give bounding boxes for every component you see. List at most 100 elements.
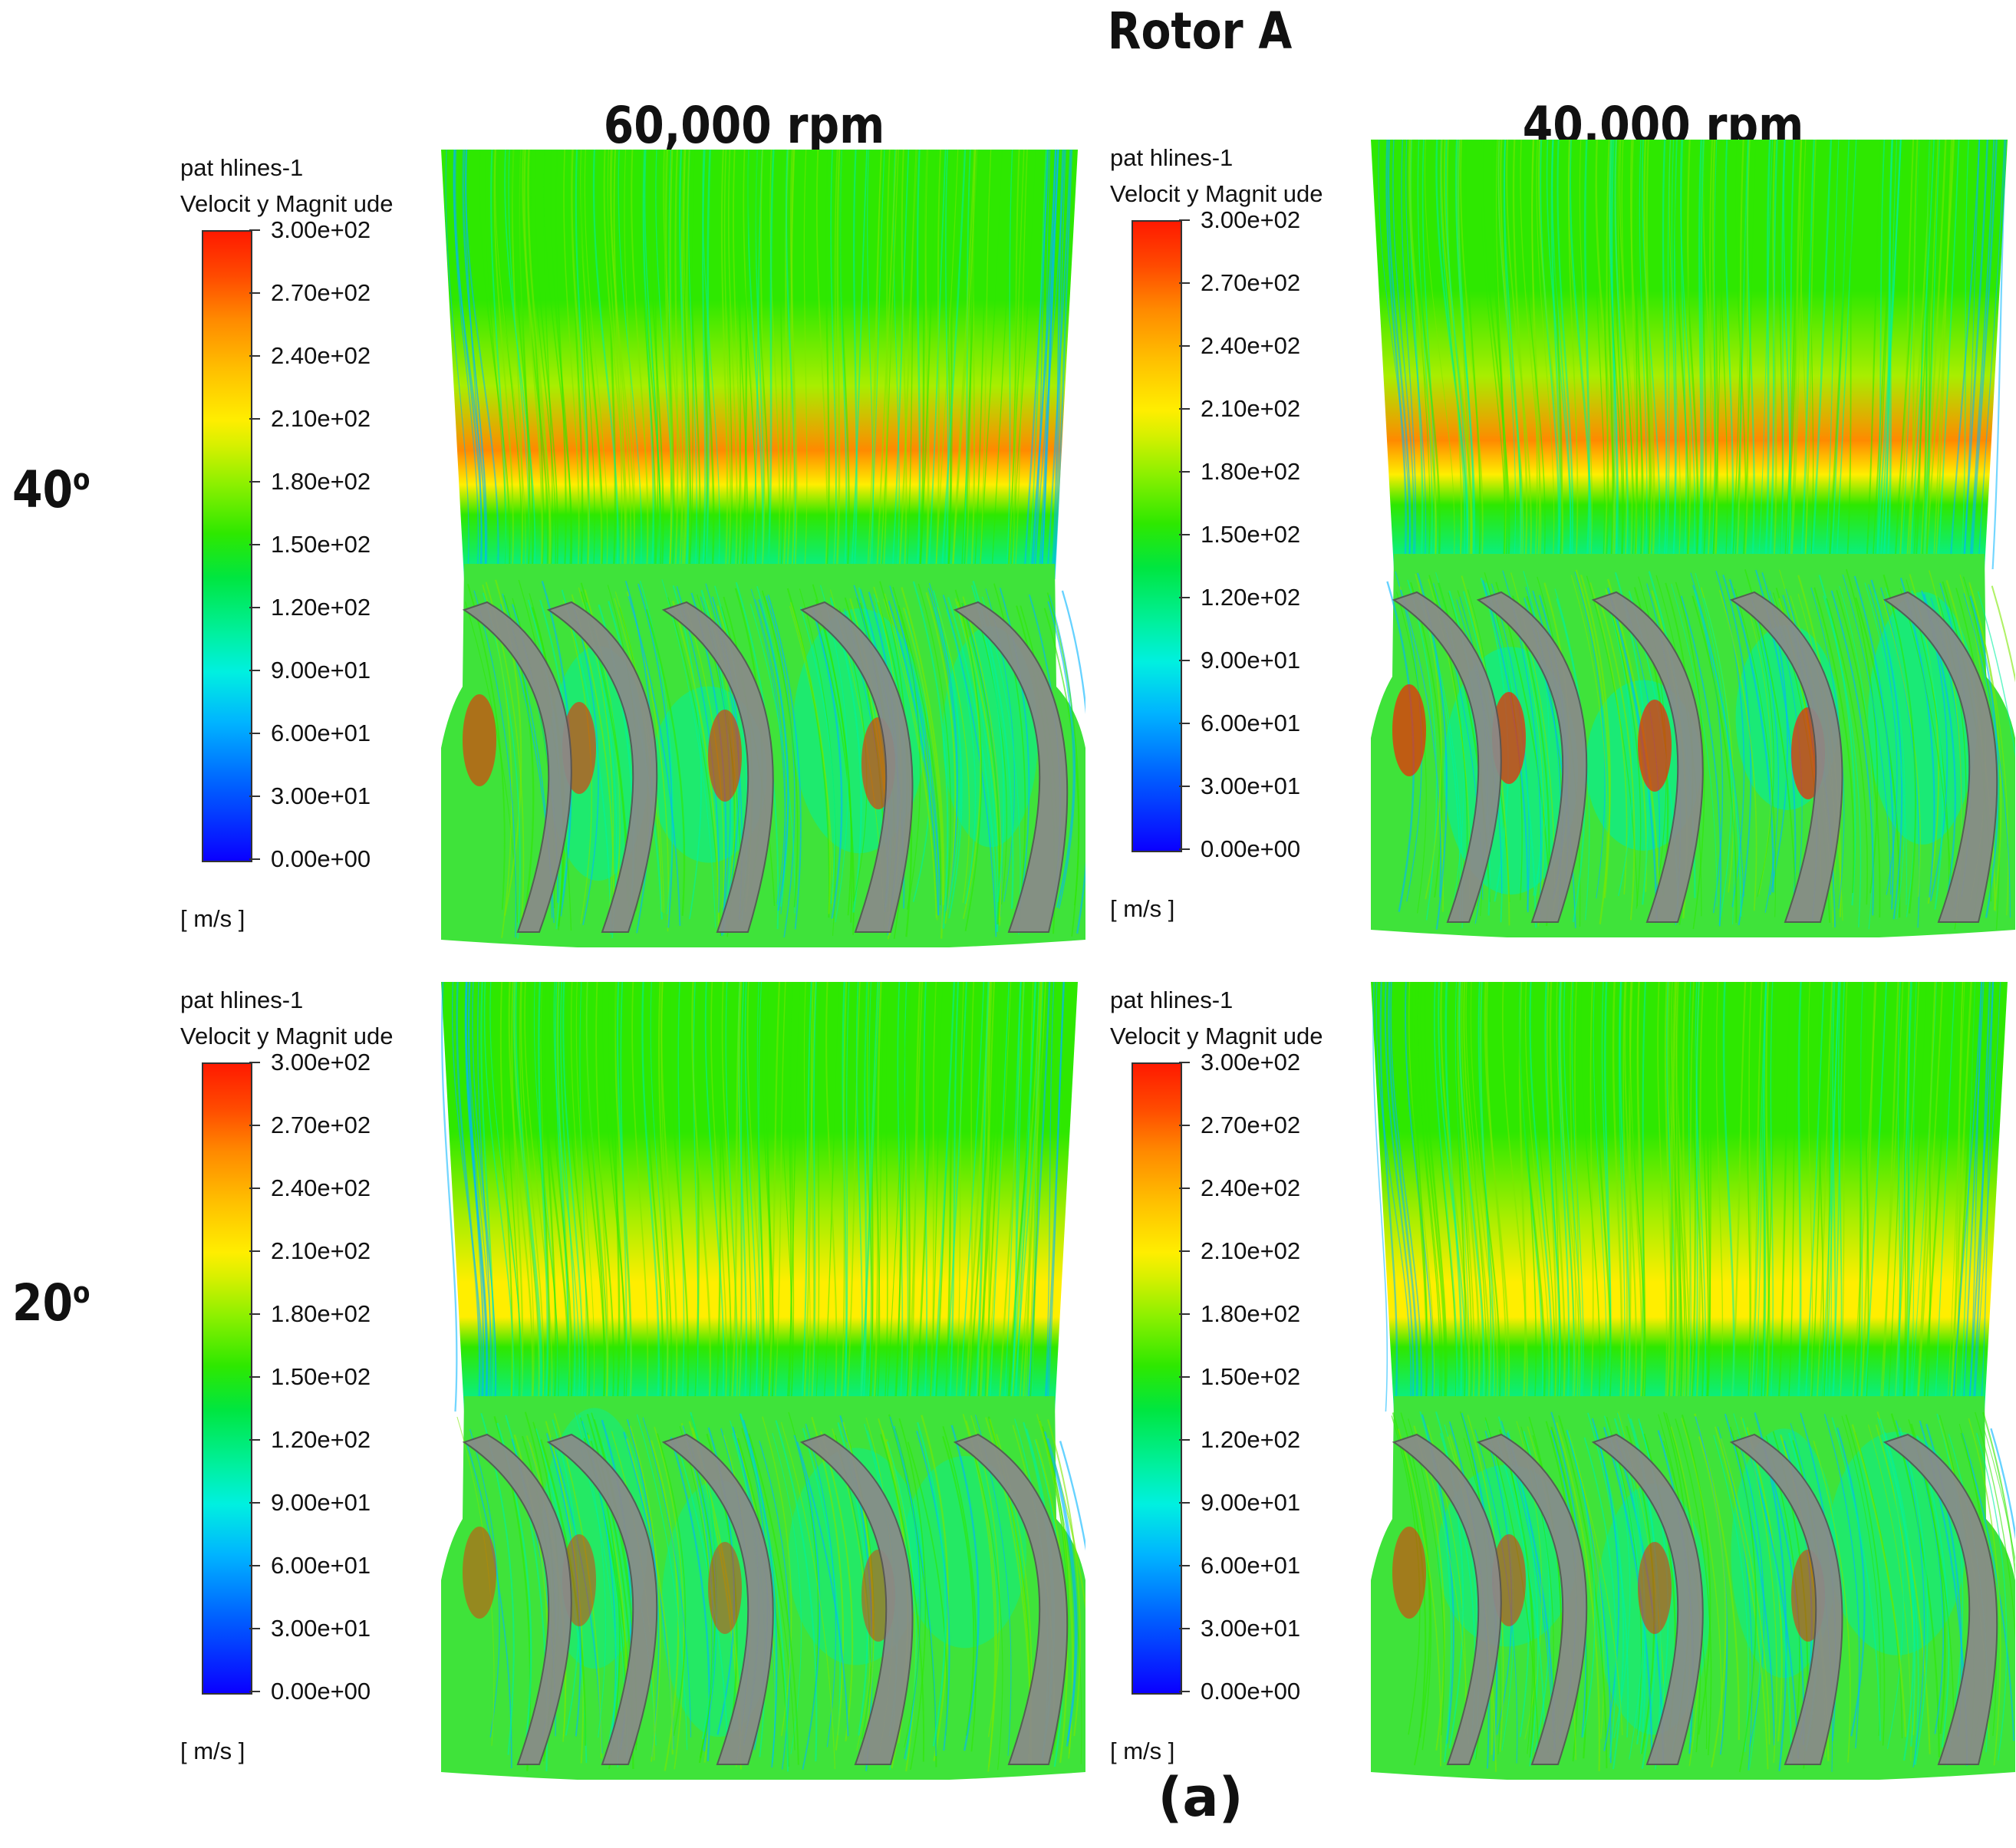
colorbar-tick-label: 6.00e+01 [1201, 710, 1301, 736]
colorbar-tick-mark [249, 1250, 260, 1252]
inlet-pathlines [445, 150, 1073, 580]
colorbar-tick-label: 3.00e+02 [1201, 206, 1301, 233]
colorbar-tick-mark [249, 418, 260, 420]
colorbar-tick-label: 2.10e+02 [271, 1237, 371, 1264]
velocity-legend: pat hlines-1 Velocit y Magnit ude 3.00e+02… [180, 150, 410, 947]
colorbar [202, 230, 252, 862]
legend-line-2: Velocit y Magnit ude [1110, 1023, 1323, 1049]
pathlines-svg [441, 982, 1085, 1780]
blade [1476, 1433, 1588, 1765]
panel-20deg-40000rpm: pat hlines-1 Velocit y Magnit ude 3.00e+02… [1110, 982, 2015, 1780]
colorbar-tick-label: 0.00e+00 [271, 845, 371, 872]
blade [661, 601, 774, 933]
colorbar-tick-label: 1.50e+02 [1201, 1363, 1301, 1390]
colorbar-tick-mark [249, 229, 260, 231]
colorbar-tick-mark [1179, 1628, 1190, 1629]
colorbar-tick-label: 2.40e+02 [1201, 1174, 1301, 1201]
colorbar-tick-mark [249, 733, 260, 734]
blade [799, 601, 914, 933]
colorbar-tick-label: 3.00e+01 [1201, 1615, 1301, 1642]
colorbar-tick-label: 2.70e+02 [271, 279, 371, 306]
row-label-40-degrees: 40o [12, 460, 91, 519]
blade [1392, 1433, 1502, 1765]
colorbar-tick-mark [1179, 219, 1190, 221]
figure-caption: (a) [1158, 1766, 1244, 1829]
colorbar-tick-mark [249, 1691, 260, 1692]
colorbar-tick-label: 2.40e+02 [271, 342, 371, 369]
inlet-pathlines [1372, 982, 2001, 1412]
colorbar-tick-label: 3.00e+01 [271, 782, 371, 809]
column-header-60000-rpm: 60,000 rpm [603, 96, 885, 155]
legend-line-1: pat hlines-1 [180, 987, 304, 1013]
row-label-20-degrees: 20o [12, 1273, 91, 1332]
colorbar-tick-label: 2.40e+02 [271, 1174, 371, 1201]
velocity-legend: pat hlines-1 Velocit y Magnit ude 3.00e+02… [1110, 140, 1340, 937]
colorbar-tick-label: 9.00e+01 [271, 657, 371, 684]
rotor-blades [1392, 591, 1998, 923]
blade [546, 601, 658, 933]
velocity-legend: pat hlines-1 Velocit y Magnit ude 3.00e+02… [180, 982, 410, 1780]
colorbar-tick-mark [1179, 1565, 1190, 1566]
colorbar-tick-label: 2.10e+02 [271, 405, 371, 432]
blade [953, 601, 1069, 933]
legend-title: pat hlines-1 Velocit y Magnit ude [1110, 140, 1323, 212]
colorbar-tick-mark [249, 544, 260, 545]
colorbar-tick-mark [1179, 723, 1190, 724]
colorbar-tick-mark [1179, 534, 1190, 535]
colorbar-tick-label: 1.50e+02 [271, 1363, 371, 1390]
legend-line-2: Velocit y Magnit ude [1110, 180, 1323, 207]
colorbar-tick-mark [249, 1313, 260, 1315]
rotor-blades [462, 1433, 1069, 1765]
colorbar-tick-mark [1179, 1439, 1190, 1441]
colorbar-tick-label: 2.40e+02 [1201, 332, 1301, 359]
degree-mark: o [72, 463, 91, 496]
inlet-pathlines [441, 982, 1066, 1412]
colorbar-tick-mark [1179, 597, 1190, 598]
colorbar-tick-mark [249, 1439, 260, 1441]
colorbar-tick-label: 9.00e+01 [1201, 647, 1301, 674]
colorbar-tick-mark [1179, 1313, 1190, 1315]
legend-title: pat hlines-1 Velocit y Magnit ude [180, 150, 393, 222]
inlet-flow-region [1371, 982, 2008, 1412]
colorbar-tick-mark [1179, 1691, 1190, 1692]
colorbar-tick-label: 1.20e+02 [1201, 584, 1301, 611]
blade [1729, 591, 1843, 923]
pathlines-render [1363, 982, 2015, 1780]
colorbar-tick-mark [249, 670, 260, 671]
colorbar-tick-label: 1.20e+02 [271, 1426, 371, 1453]
legend-line-2: Velocit y Magnit ude [180, 190, 394, 217]
colorbar-tick-mark [1179, 660, 1190, 661]
colorbar-tick-mark [249, 1062, 260, 1063]
panel-40deg-40000rpm: pat hlines-1 Velocit y Magnit ude 3.00e+02… [1110, 140, 2015, 937]
colorbar-tick-mark [249, 796, 260, 797]
colorbar-tick-label: 1.20e+02 [271, 594, 371, 621]
pathlines-render [433, 982, 1085, 1780]
colorbar-tick-label: 2.70e+02 [271, 1112, 371, 1138]
blade [799, 1433, 914, 1765]
colorbar-tick-label: 1.80e+02 [271, 468, 371, 495]
blade [1476, 591, 1588, 923]
blade [1883, 1433, 1998, 1765]
blade [1883, 591, 1998, 923]
colorbar-tick-mark [1179, 1250, 1190, 1252]
colorbar-tick-label: 6.00e+01 [271, 720, 371, 746]
colorbar-tick-label: 3.00e+02 [1201, 1049, 1301, 1076]
colorbar-tick-label: 1.20e+02 [1201, 1426, 1301, 1453]
colorbar-tick-mark [1179, 786, 1190, 787]
pathlines-svg [1371, 982, 2015, 1780]
colorbar-tick-mark [1179, 1062, 1190, 1063]
panel-20deg-60000rpm: pat hlines-1 Velocit y Magnit ude 3.00e+02… [180, 982, 1085, 1780]
blade [462, 1433, 572, 1765]
colorbar-tick-label: 3.00e+02 [271, 1049, 371, 1076]
pathlines-svg [441, 150, 1085, 947]
colorbar-tick-label: 0.00e+00 [1201, 835, 1301, 862]
colorbar-tick-label: 2.70e+02 [1201, 1112, 1301, 1138]
blade [546, 1433, 658, 1765]
colorbar-tick-label: 0.00e+00 [1201, 1678, 1301, 1705]
legend-unit: [ m/s ] [180, 905, 245, 932]
colorbar-tick-mark [1179, 1125, 1190, 1126]
velocity-legend: pat hlines-1 Velocit y Magnit ude 3.00e+02… [1110, 982, 1340, 1780]
legend-line-1: pat hlines-1 [180, 154, 304, 181]
colorbar-tick-mark [1179, 1376, 1190, 1378]
blade [462, 601, 572, 933]
